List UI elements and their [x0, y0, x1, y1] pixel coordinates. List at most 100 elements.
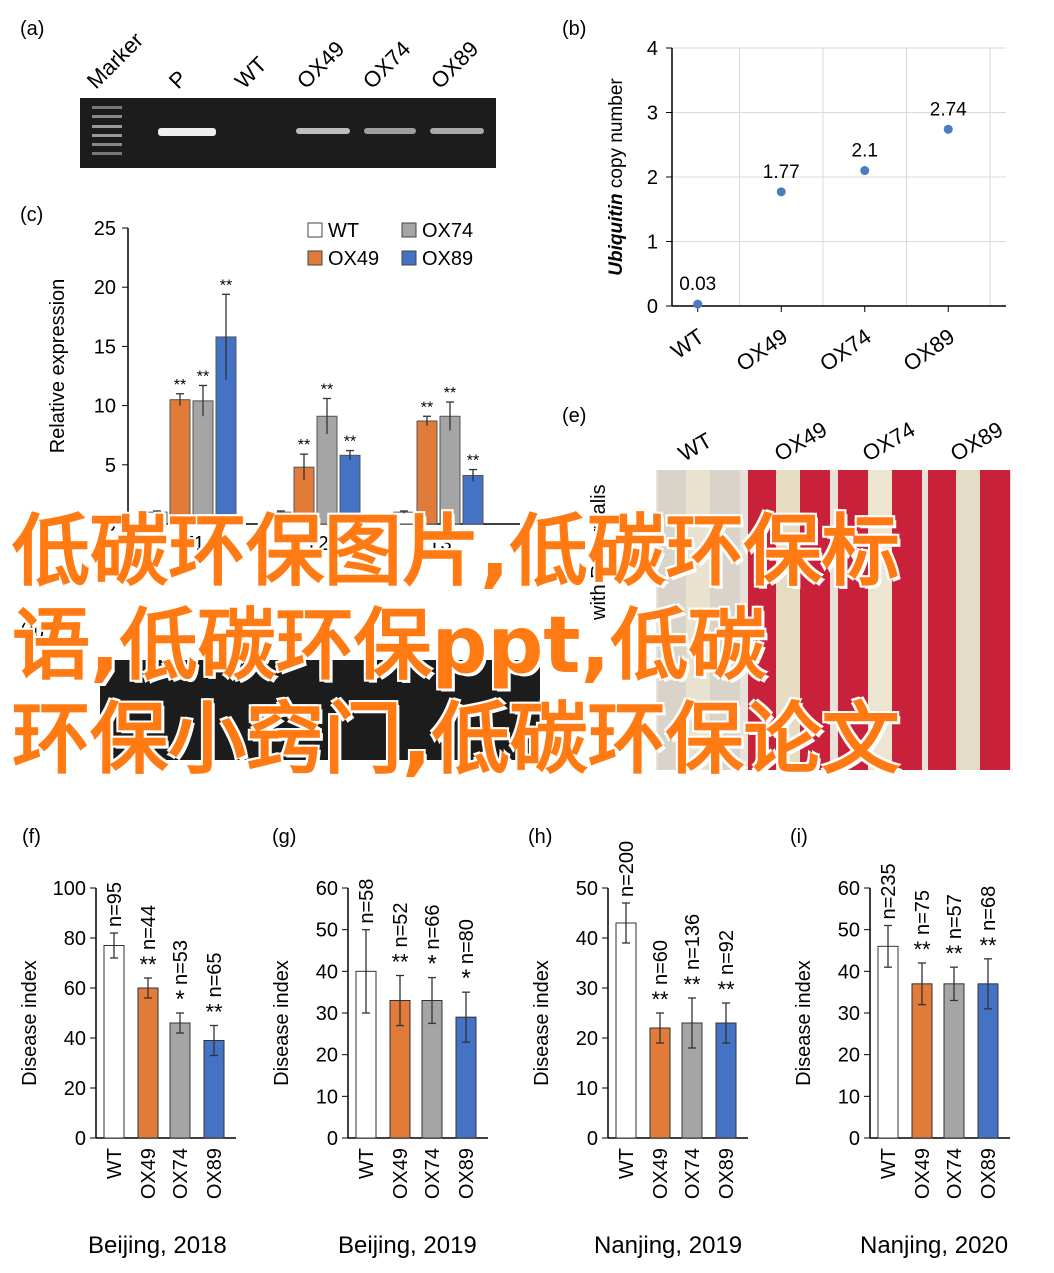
- y-axis-label: Disease index: [793, 960, 815, 1086]
- gel-lane-label: OX74: [358, 36, 415, 93]
- bar: [911, 983, 933, 1139]
- significance-label: **: [444, 385, 456, 402]
- y-tick-label: 40: [838, 961, 860, 983]
- bar: [416, 420, 438, 525]
- sample-size-label: n=60: [650, 940, 672, 985]
- sample-size-label: n=136: [682, 914, 704, 970]
- bar: [339, 454, 361, 525]
- x-tick-label: OX89: [456, 1148, 478, 1199]
- gel-lane-labels: Marker P WT OX49 OX74 OX89: [82, 27, 483, 93]
- sample-size-label: n=92: [716, 930, 738, 975]
- legend-label: OX49: [328, 248, 379, 270]
- significance-label: **: [344, 434, 356, 451]
- significance-label: **: [197, 368, 209, 385]
- bar: [393, 511, 415, 525]
- significance-label: *: [175, 986, 184, 1013]
- y-tick-label: 30: [576, 978, 598, 1000]
- sample-size-label: n=75: [912, 890, 934, 935]
- bar: [439, 415, 461, 525]
- data-label: 1.77: [763, 162, 800, 183]
- group-label: T3: [428, 533, 451, 555]
- legend-label: OX89: [422, 248, 473, 270]
- x-tick-label: WT: [666, 324, 708, 364]
- gel-image: [80, 98, 496, 168]
- bar: [270, 511, 292, 525]
- gel-lane-label: OX49: [292, 36, 349, 93]
- y-tick-label: 40: [576, 928, 598, 950]
- photo-side-label: with R. cerealis: [588, 484, 610, 620]
- y-tick-label: 1: [647, 232, 658, 254]
- caption-f: Beijing, 2018: [88, 1232, 227, 1259]
- panel-label-e: (e): [562, 405, 587, 427]
- bar: [462, 474, 484, 525]
- caption-h: Nanjing, 2019: [594, 1232, 743, 1259]
- significance-label: **: [174, 377, 186, 394]
- significance-label: **: [421, 399, 433, 416]
- bar: [146, 511, 168, 525]
- x-tick-label: OX49: [912, 1148, 934, 1199]
- significance-label: **: [717, 977, 735, 1002]
- x-tick-label: OX74: [944, 1148, 966, 1199]
- x-tick-label: OX74: [682, 1148, 704, 1199]
- bar: [137, 987, 159, 1139]
- significance-label: **: [298, 437, 310, 454]
- data-label: 2.74: [930, 99, 967, 120]
- data-point: [693, 299, 703, 309]
- chart-b: 0 1 2 3 4 0.03 WT 1.77 OX49 2.1 OX74 2.74 OX89 Ubiqui…: [606, 38, 1006, 376]
- y-tick-label: 60: [64, 978, 86, 1000]
- significance-label: **: [651, 987, 669, 1012]
- y-tick-label: 60: [316, 878, 338, 900]
- y-tick-label: 0: [587, 1128, 598, 1150]
- group-label: T2: [305, 533, 328, 555]
- photo-lane-label: OX74: [858, 417, 919, 467]
- x-tick-label: OX74: [170, 1148, 192, 1199]
- y-tick-label: 30: [316, 1003, 338, 1025]
- y-tick-label: 10: [316, 1086, 338, 1108]
- panel-label-a: (a): [20, 18, 45, 40]
- significance-label: **: [945, 941, 963, 966]
- y-tick-label: 40: [316, 961, 338, 983]
- y-tick-label: 50: [576, 878, 598, 900]
- panel-label-b: (b): [562, 18, 587, 40]
- gel-image-d: [100, 660, 540, 760]
- x-tick-label: OX49: [390, 1148, 412, 1199]
- bar: [649, 1027, 671, 1139]
- sample-size-label: n=65: [204, 952, 226, 997]
- data-point: [943, 124, 953, 134]
- y-tick-label: 20: [64, 1078, 86, 1100]
- photo-lane-label: OX49: [770, 417, 831, 467]
- y-tick-label: 20: [316, 1045, 338, 1067]
- significance-label: *: [427, 951, 436, 978]
- panel-label-c: (c): [20, 204, 44, 226]
- chart-c: 0 5 10 15 20 25 Relative expression ** ** ** T1 ** *…: [47, 218, 520, 555]
- bar: [169, 1022, 191, 1139]
- x-tick-label: WT: [616, 1148, 638, 1179]
- x-tick-label: OX49: [650, 1148, 672, 1199]
- significance-label: **: [139, 952, 157, 977]
- y-tick-label: 3: [647, 103, 658, 125]
- y-tick-label: 25: [94, 218, 116, 240]
- significance-label: **: [913, 937, 931, 962]
- x-tick-label: OX89: [716, 1148, 738, 1199]
- y-tick-label: 0: [75, 1128, 86, 1150]
- photo-lane-label: WT: [674, 428, 716, 467]
- gel-lane-label: OX89: [426, 36, 483, 93]
- x-tick-label: WT: [104, 1148, 126, 1179]
- y-tick-label: 40: [64, 1028, 86, 1050]
- significance-label: **: [321, 381, 333, 398]
- significance-label: *: [461, 965, 470, 992]
- panel-label-d: (d): [20, 620, 45, 642]
- bar: [615, 922, 637, 1139]
- significance-label: **: [391, 950, 409, 975]
- significance-label: **: [683, 972, 701, 997]
- gel-lane-label: P: [164, 65, 192, 93]
- gel-lane-label: Marker: [82, 27, 148, 93]
- panel-label-f: (f): [22, 826, 41, 848]
- legend-swatch: [307, 222, 323, 238]
- y-tick-label: 0: [327, 1128, 338, 1150]
- data-label: 2.1: [852, 141, 878, 162]
- y-tick-label: 5: [105, 455, 116, 477]
- y-axis-label: Disease index: [531, 960, 553, 1086]
- bar: [877, 945, 899, 1139]
